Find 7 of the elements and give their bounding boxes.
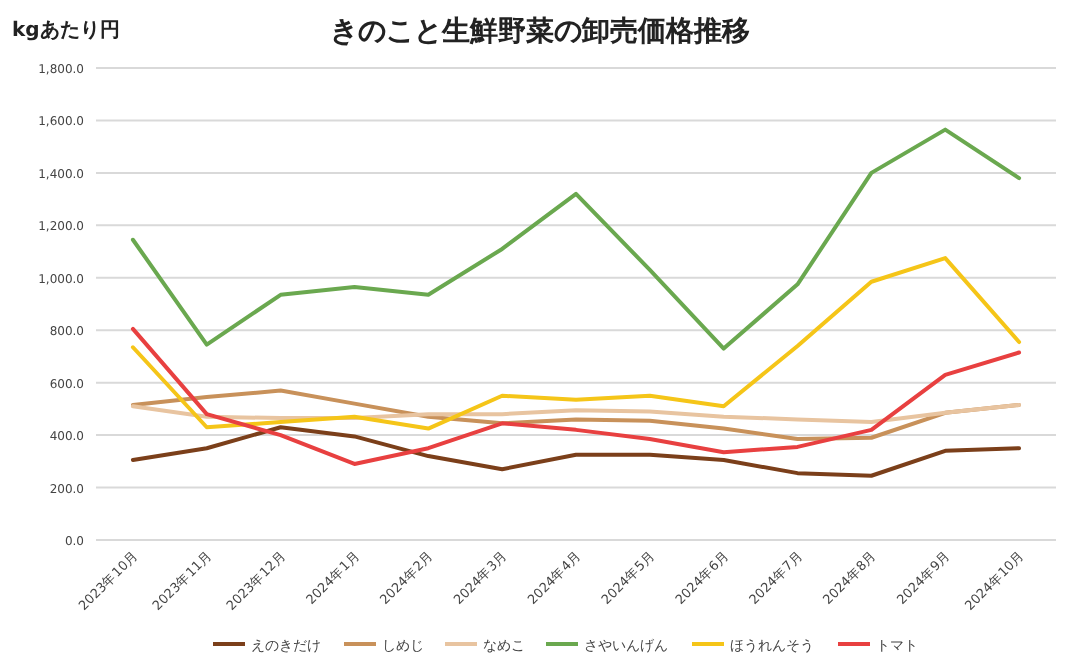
chart-title: きのこと生鮮野菜の卸売価格推移 (330, 16, 750, 48)
line-series (130, 402, 1022, 424)
line-series (130, 127, 1022, 351)
line-series (130, 256, 1022, 431)
line-series (130, 326, 1022, 466)
y-axis-title: kgあたり円 (12, 20, 120, 42)
line-series (130, 425, 1022, 478)
